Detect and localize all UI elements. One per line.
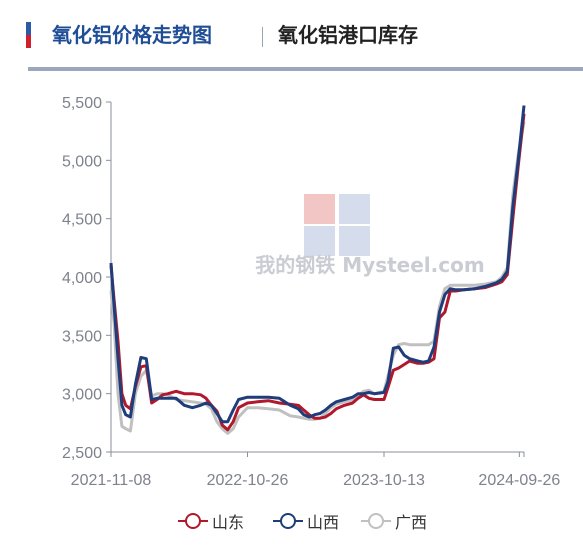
series-line-1 (109, 105, 526, 424)
legend-marker-icon (273, 513, 303, 529)
x-tick-label: 2021-11-08 (71, 472, 152, 489)
chart-header: 氧化铝价格走势图 氧化铝港口库存 (0, 0, 583, 72)
tab-alumina-price-trend[interactable]: 氧化铝价格走势图 (52, 23, 212, 47)
accent-top-block (26, 22, 31, 35)
line-chart: 我的钢铁 Mysteel.com 2,500 3,000 3,500 4,000 4,5… (62, 95, 560, 489)
tab-separator (262, 27, 263, 47)
y-tick-label: 2,500 (62, 445, 102, 462)
series-line-0 (109, 113, 526, 432)
y-tick-label: 5,500 (62, 95, 102, 112)
accent-bottom-block (26, 35, 31, 48)
x-axis: 2021-11-08 2022-10-26 2023-10-13 2024-09-26 (71, 451, 560, 489)
y-tick-label: 3,000 (62, 387, 102, 404)
watermark-tile-1 (304, 194, 335, 224)
header-accent-bar (26, 22, 31, 48)
y-tick-label: 4,000 (62, 270, 102, 287)
legend-item-shandong[interactable]: 山东 (178, 510, 244, 532)
chart-legend: 山东 山西 广西 (0, 506, 583, 536)
y-tick-label: 3,500 (62, 328, 102, 345)
legend-item-guangxi[interactable]: 广西 (361, 510, 427, 532)
x-tick-label: 2024-09-26 (478, 472, 560, 489)
watermark-brand-text: 我的钢铁 Mysteel.com (255, 253, 484, 277)
y-tick-label: 4,500 (62, 212, 102, 229)
watermark-tile-2 (339, 194, 370, 224)
series-layer (109, 105, 526, 435)
watermark-tile-3 (304, 226, 335, 256)
legend-item-shanxi[interactable]: 山西 (273, 510, 339, 532)
legend-label: 广西 (395, 513, 428, 532)
legend-label: 山东 (212, 513, 245, 532)
y-tick-label: 5,000 (62, 153, 102, 170)
legend-marker-icon (178, 513, 208, 529)
header-rule (28, 67, 583, 71)
x-tick-label: 2022-10-26 (207, 472, 289, 489)
tab-alumina-port-inventory[interactable]: 氧化铝港口库存 (278, 23, 418, 47)
mysteel-watermark: 我的钢铁 Mysteel.com (255, 194, 485, 277)
legend-label: 山西 (307, 513, 340, 532)
y-axis: 2,500 3,000 3,500 4,000 4,500 5,000 5,500 (62, 95, 112, 462)
x-tick-label: 2023-10-13 (343, 472, 425, 489)
legend-marker-icon (361, 513, 391, 529)
series-line-2 (109, 121, 526, 435)
watermark-tile-4 (339, 226, 370, 256)
